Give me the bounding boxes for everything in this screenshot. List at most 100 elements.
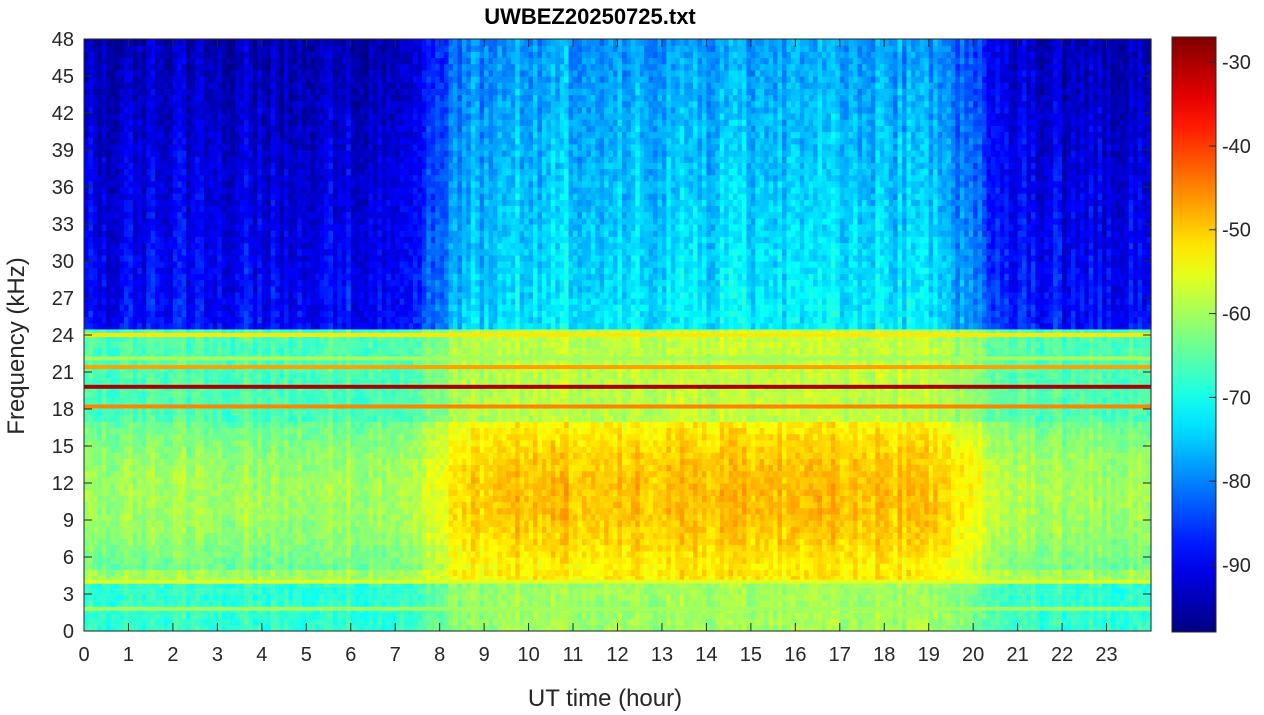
heatmap-cell [111,243,116,250]
heatmap-cell [302,514,307,521]
heatmap-cell [280,551,285,558]
heatmap-cell [271,378,276,385]
heatmap-cell [106,199,111,206]
heatmap-cell [93,317,98,324]
heatmap-cell [115,532,120,539]
heatmap-cell [111,95,116,102]
heatmap-cell [151,545,156,552]
heatmap-cell [155,304,160,311]
heatmap-cell [231,569,236,576]
heatmap-cell [200,58,205,65]
heatmap-cell [133,489,138,496]
heatmap-cell [200,415,205,422]
heatmap-cell [146,539,151,546]
heatmap-cell [240,193,245,200]
heatmap-cell [182,243,187,250]
heatmap-cell [191,236,196,243]
heatmap-cell [226,409,231,416]
heatmap-cell [164,76,169,83]
heatmap-cell [142,514,147,521]
heatmap-cell [97,51,102,58]
heatmap-cell [244,372,249,379]
heatmap-cell [289,619,294,626]
heatmap-cell [115,212,120,219]
heatmap-cell [97,458,102,465]
heatmap-cell [151,113,156,120]
heatmap-cell [173,156,178,163]
heatmap-cell [195,471,200,478]
heatmap-cell [262,526,267,533]
heatmap-cell [195,465,200,472]
heatmap-cell [280,458,285,465]
heatmap-cell [115,286,120,293]
heatmap-cell [111,212,116,219]
heatmap-cell [262,119,267,126]
heatmap-cell [306,421,311,428]
heatmap-cell [182,520,187,527]
heatmap-cell [235,341,240,348]
heatmap-cell [213,446,218,453]
heatmap-cell [280,304,285,311]
heatmap-cell [200,187,205,194]
heatmap-cell [297,594,302,601]
heatmap-cell [142,113,147,120]
heatmap-cell [204,199,209,206]
heatmap-cell [191,341,196,348]
heatmap-cell [97,465,102,472]
heatmap-cell [160,588,165,595]
heatmap-cell [128,82,133,89]
heatmap-cell [106,280,111,287]
heatmap-cell [186,489,191,496]
heatmap-cell [231,446,236,453]
heatmap-cell [293,569,298,576]
heatmap-cell [249,169,254,176]
heatmap-cell [97,95,102,102]
heatmap-cell [164,224,169,231]
heatmap-cell [177,150,182,157]
heatmap-cell [240,175,245,182]
heatmap-cell [217,199,222,206]
heatmap-cell [151,310,156,317]
heatmap-cell [213,150,218,157]
heatmap-cell [204,88,209,95]
heatmap-cell [284,95,289,102]
heatmap-cell [151,421,156,428]
heatmap-cell [111,286,116,293]
heatmap-cell [186,132,191,139]
heatmap-cell [302,101,307,108]
heatmap-cell [97,107,102,114]
heatmap-cell [297,187,302,194]
heatmap-cell [240,169,245,176]
heatmap-cell [177,391,182,398]
heatmap-cell [142,347,147,354]
heatmap-cell [289,144,294,151]
heatmap-cell [289,471,294,478]
heatmap-cell [106,101,111,108]
heatmap-cell [275,551,280,558]
heatmap-cell [120,273,125,280]
heatmap-cell [217,526,222,533]
heatmap-cell [284,489,289,496]
heatmap-cell [186,261,191,268]
heatmap-cell [115,588,120,595]
heatmap-cell [111,125,116,132]
heatmap-cell [235,162,240,169]
heatmap-cell [137,187,142,194]
heatmap-cell [226,144,231,151]
heatmap-cell [128,51,133,58]
heatmap-cell [231,125,236,132]
heatmap-cell [186,514,191,521]
heatmap-cell [284,175,289,182]
heatmap-cell [257,471,262,478]
heatmap-cell [275,347,280,354]
heatmap-cell [120,249,125,256]
heatmap-cell [293,545,298,552]
heatmap-cell [302,489,307,496]
heatmap-cell [306,310,311,317]
heatmap-cell [177,545,182,552]
heatmap-cell [280,150,285,157]
heatmap-cell [186,224,191,231]
heatmap-cell [115,193,120,200]
heatmap-cell [222,224,227,231]
heatmap-cell [84,82,89,89]
